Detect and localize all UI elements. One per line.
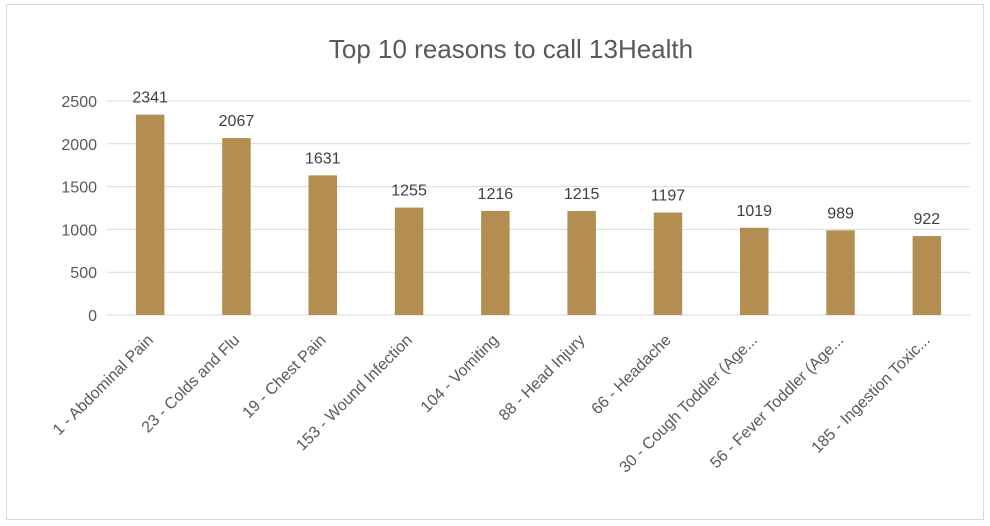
bar (222, 138, 251, 315)
y-axis-ticks: 0 500 1000 1500 2000 2500 (61, 94, 97, 325)
y-tick-label: 1500 (61, 180, 97, 197)
data-label: 2067 (219, 113, 255, 130)
y-tick-label: 0 (88, 308, 97, 325)
bar (740, 227, 769, 315)
bar (394, 207, 424, 315)
data-label: 922 (913, 211, 940, 228)
bar (912, 236, 942, 315)
data-label: 1631 (305, 150, 341, 167)
data-label: 1197 (651, 188, 686, 205)
bar (567, 210, 596, 315)
x-category-label: 104 - Vomiting (418, 332, 502, 416)
chart-title: Top 10 reasons to call 13Health (329, 34, 693, 64)
x-category-label: 66 - Headache (589, 332, 675, 418)
grid-lines (107, 100, 970, 316)
data-label: 1215 (564, 186, 600, 203)
x-category-label: 30 - Cough Toddler (Age... (617, 332, 762, 477)
data-label: 2341 (132, 90, 168, 107)
data-labels: 2341 2067 1631 1255 1216 1215 1197 1019 989 922 (132, 90, 940, 228)
x-category-label: 23 - Colds and Flu (139, 332, 243, 436)
y-tick-label: 1000 (61, 222, 97, 239)
x-category-label: 88 - Head Injury (496, 332, 589, 425)
y-tick-label: 500 (70, 265, 97, 282)
bar (135, 114, 165, 315)
bar (826, 230, 855, 315)
data-label: 1019 (736, 203, 772, 220)
bars (135, 114, 942, 315)
data-label: 1255 (391, 183, 427, 200)
data-label: 1216 (478, 186, 514, 203)
y-tick-label: 2500 (61, 94, 97, 111)
x-category-label: 19 - Chest Pain (240, 332, 330, 422)
bar (481, 210, 510, 315)
bar (308, 175, 337, 315)
data-label: 989 (827, 205, 854, 222)
y-tick-label: 2000 (61, 137, 97, 154)
bar (653, 212, 683, 315)
